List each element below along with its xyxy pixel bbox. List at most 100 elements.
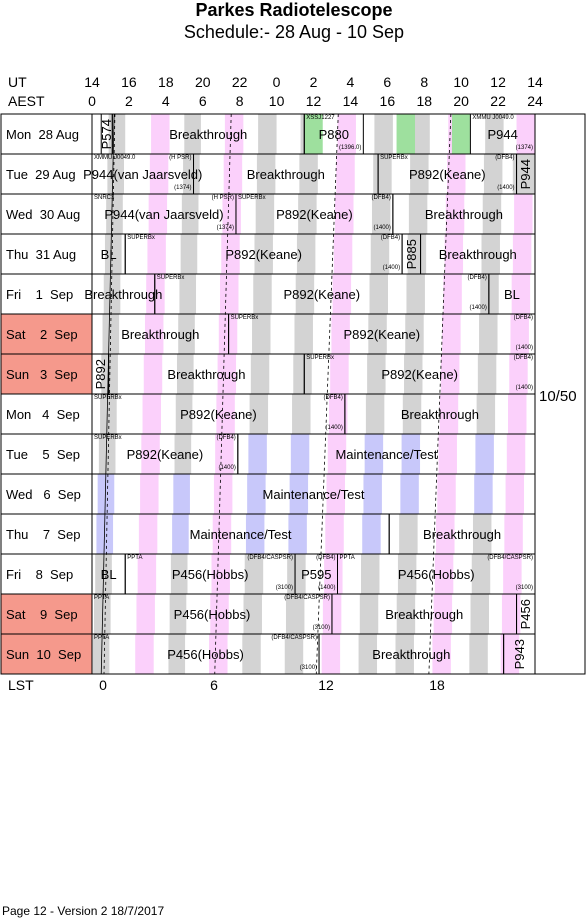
day-label: Thu 7 Sep (1, 515, 91, 553)
block-label: P892(Keane) (381, 366, 458, 382)
schedule-block: P456 (517, 594, 535, 634)
stripe (213, 474, 233, 514)
stripe (174, 434, 192, 474)
stripe (179, 274, 197, 314)
block-label: P885 (403, 238, 419, 270)
block-label: P595 (301, 566, 332, 582)
stripe (103, 274, 121, 314)
schedule-block: P943 (504, 634, 535, 674)
stripe (476, 394, 496, 434)
ut-tick-label: 4 (346, 74, 355, 90)
block-label: P892(Keane) (225, 246, 302, 262)
stripe (141, 434, 160, 474)
stripe (142, 394, 161, 434)
aest-tick-label: 24 (527, 93, 543, 109)
stripe (97, 474, 115, 514)
stripe (98, 434, 116, 474)
stripe (218, 314, 238, 354)
block-source: SUPERBx (94, 395, 122, 401)
stripe (483, 154, 503, 194)
stripe (406, 274, 425, 314)
schedule-block: P892(Keane) (125, 234, 402, 274)
stripe (146, 274, 165, 314)
ut-tick-label: 10 (453, 74, 469, 90)
stripe (104, 234, 122, 274)
stripe (331, 314, 350, 354)
day-label: Sun 3 Sep (1, 355, 91, 393)
block-source: SUPERBx (156, 275, 185, 281)
stripe (247, 474, 266, 514)
stripe (401, 434, 421, 474)
schedule-block: BL (92, 234, 125, 274)
day-label-text: Mon 4 Sep (6, 406, 80, 422)
aest-tick-label: 16 (379, 93, 396, 109)
stripe (106, 194, 123, 234)
aest-tick-label: 4 (161, 93, 170, 109)
stripe (335, 194, 354, 234)
ut-tick-label: 12 (490, 74, 506, 90)
block-label: Breakthrough (169, 126, 248, 142)
day-cell (1, 194, 92, 234)
stripe (92, 634, 110, 674)
stripe (480, 274, 499, 314)
schedule-block: P456(Hobbs) (125, 554, 295, 594)
stripe (405, 314, 424, 354)
stripe (294, 314, 313, 354)
stripe (374, 114, 393, 154)
stripe (330, 354, 349, 394)
block-label: P456(Hobbs) (171, 566, 249, 582)
stripe (365, 394, 385, 434)
stripe (287, 554, 306, 594)
block-label: P892(Keane) (276, 206, 353, 222)
stripe (151, 114, 170, 154)
stripe (367, 354, 386, 394)
block-frequency: (3100) (312, 625, 330, 631)
block-label: Breakthrough (167, 366, 246, 382)
stripe (107, 154, 125, 194)
block-label: P892(Keane) (409, 166, 486, 182)
stripe (252, 314, 271, 354)
day-label: Fri 8 Sep (1, 555, 91, 593)
stripe (258, 114, 277, 154)
stripe (216, 394, 235, 434)
day-label: Sat 9 Sep (1, 595, 91, 633)
block-backend: (DFB4/CASPSR) (247, 555, 294, 561)
block-frequency: (1400) (515, 385, 533, 391)
block-label: Breakthrough (400, 406, 479, 422)
stripe (445, 194, 465, 234)
stripe (148, 194, 168, 234)
schedule-block: P892(Keane) (236, 194, 393, 234)
day-label-text: Sat 2 Sep (6, 326, 78, 342)
schedule-block: P456(Hobbs) (337, 554, 535, 594)
ut-tick-label: 8 (420, 74, 429, 90)
aest-tick-label: 22 (490, 93, 506, 109)
block-source: SNRC3 (94, 195, 115, 201)
day-label: Wed 30 Aug (1, 195, 91, 233)
block-source: SUPERBx (306, 355, 334, 361)
stripe (224, 114, 244, 154)
stripe (503, 554, 522, 594)
day-label-text: Sun 3 Sep (6, 366, 78, 382)
stripe (362, 514, 381, 554)
schedule-block: P892(Keane) (92, 394, 345, 434)
stripe (288, 514, 307, 554)
stripe (336, 154, 355, 194)
stripe (400, 474, 419, 514)
stripe (404, 354, 423, 394)
day-cell (1, 554, 92, 594)
block-label: Maintenance/Test (262, 486, 365, 502)
block-backend: (DFB4) (380, 235, 401, 241)
stripe (178, 314, 195, 354)
stripe (333, 234, 353, 274)
ut-tick-label: 20 (194, 74, 211, 90)
stripe (358, 634, 378, 674)
footer-text: Page 12 - Version 2 18/7/2017 (2, 904, 165, 918)
stripe (295, 274, 315, 314)
schedule-block: Breakthrough (194, 154, 379, 194)
day-label: Mon 28 Aug (1, 115, 91, 153)
block-label: P892(Keane) (126, 446, 204, 462)
schedule-block: Breakthrough (332, 594, 517, 634)
block-backend: (H PSR) (211, 195, 234, 201)
stripe (137, 554, 157, 594)
stripe (244, 554, 264, 594)
